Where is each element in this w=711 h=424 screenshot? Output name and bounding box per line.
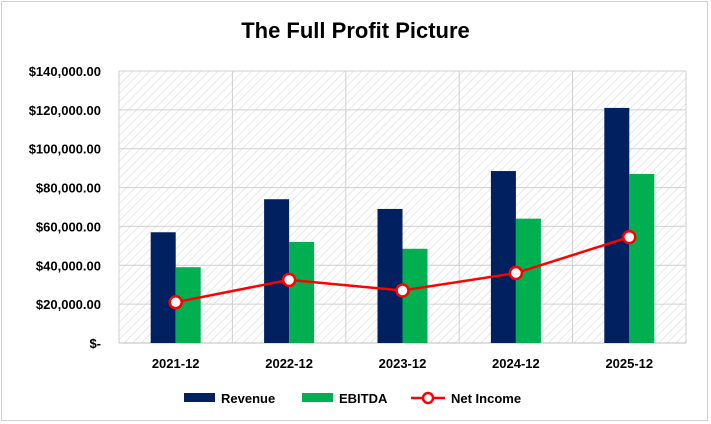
bar-revenue <box>490 171 516 343</box>
legend-marker-net-income <box>421 391 435 405</box>
x-tick-label: 2022-12 <box>265 356 313 371</box>
point-net-income <box>168 294 183 310</box>
x-tick-label: 2024-12 <box>492 356 540 371</box>
legend-label-net-income: Net Income <box>451 391 521 406</box>
point-net-income <box>281 272 297 288</box>
y-tick-label: $60,000.00 <box>36 219 101 234</box>
point-net-income <box>622 229 637 245</box>
point-net-income <box>508 265 524 281</box>
bar-revenue <box>604 107 630 344</box>
y-tick-label: $20,000.00 <box>36 297 101 312</box>
x-tick-label: 2023-12 <box>379 356 427 371</box>
y-tick-label: $40,000.00 <box>36 258 101 273</box>
bar-ebitda <box>629 173 655 343</box>
y-tick-label: $80,000.00 <box>36 181 101 196</box>
x-tick-label: 2025-12 <box>605 356 653 371</box>
bar-ebitda <box>289 241 315 343</box>
y-tick-label: $120,000.00 <box>29 103 101 118</box>
point-net-income <box>395 283 410 298</box>
legend-swatch-revenue <box>184 393 215 402</box>
chart-title: The Full Profit Picture <box>241 18 470 43</box>
bar-revenue <box>377 208 403 343</box>
bar-revenue <box>150 232 176 343</box>
bar-ebitda <box>515 218 541 343</box>
bar-revenue <box>264 199 290 343</box>
y-tick-label: $100,000.00 <box>29 142 101 157</box>
legend-label-ebitda: EBITDA <box>339 391 388 406</box>
y-tick-label: $140,000.00 <box>29 64 101 79</box>
legend-label-revenue: Revenue <box>221 391 275 406</box>
x-tick-label: 2021-12 <box>152 356 200 371</box>
legend-swatch-ebitda <box>302 393 333 402</box>
y-tick-label: $- <box>89 336 101 351</box>
